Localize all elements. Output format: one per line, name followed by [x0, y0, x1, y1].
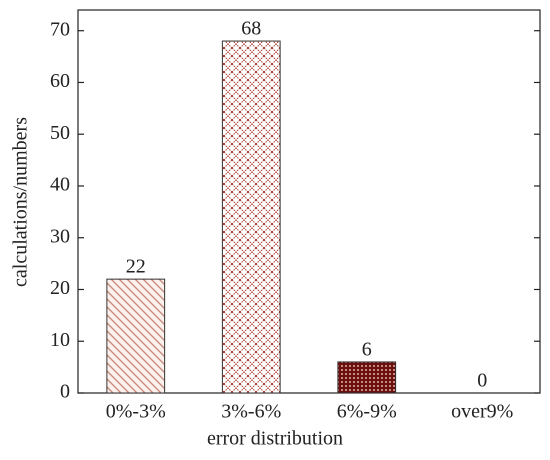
y-tick-label: 10 [50, 329, 70, 351]
y-tick-label: 50 [50, 122, 70, 144]
y-tick-label: 40 [50, 174, 70, 196]
data-label: 68 [241, 18, 261, 40]
data-label: 0 [477, 370, 487, 392]
y-tick-label: 70 [50, 18, 70, 40]
y-tick-label: 60 [50, 70, 70, 92]
y-tick-label: 0 [60, 381, 70, 403]
bar [221, 40, 281, 394]
x-tick-label: 6%-9% [337, 401, 397, 423]
x-tick-label: 0%-3% [106, 401, 166, 423]
y-tick-label: 20 [50, 277, 70, 299]
x-axis-label: error distribution [207, 428, 343, 450]
data-label: 22 [126, 256, 146, 278]
x-tick-label: 3%-6% [221, 401, 281, 423]
bar [106, 278, 166, 394]
data-label: 6 [362, 339, 372, 361]
bar [337, 361, 397, 394]
x-tick-label: over9% [451, 401, 513, 423]
y-tick-label: 30 [50, 225, 70, 247]
y-axis-label: calculations/numbers [10, 117, 32, 287]
plot-frame [77, 9, 541, 394]
